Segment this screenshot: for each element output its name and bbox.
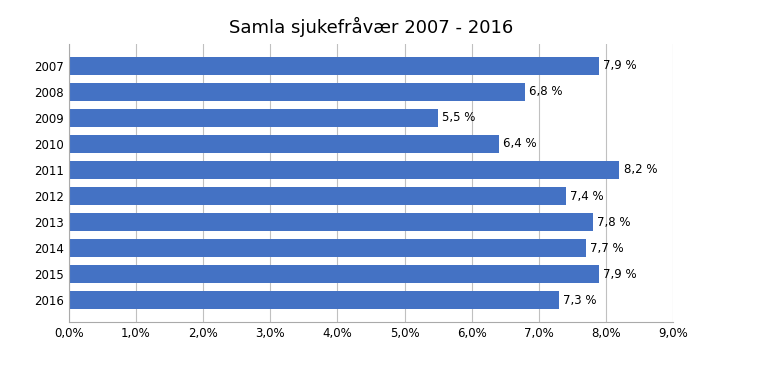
- Text: 7,3 %: 7,3 %: [563, 294, 597, 307]
- Bar: [69, 57, 599, 75]
- Text: 8,2 %: 8,2 %: [623, 164, 657, 176]
- Bar: [69, 239, 586, 257]
- Bar: [69, 135, 499, 153]
- Text: 7,4 %: 7,4 %: [570, 190, 604, 202]
- Text: 7,7 %: 7,7 %: [590, 242, 623, 254]
- Text: 6,8 %: 6,8 %: [529, 85, 563, 98]
- Bar: [69, 213, 593, 231]
- Bar: [69, 161, 620, 179]
- Bar: [69, 291, 559, 309]
- Text: 7,8 %: 7,8 %: [597, 216, 630, 228]
- Text: 5,5 %: 5,5 %: [442, 112, 476, 124]
- Text: 6,4 %: 6,4 %: [503, 138, 536, 150]
- Bar: [69, 187, 566, 205]
- Bar: [69, 83, 526, 101]
- Text: 7,9 %: 7,9 %: [604, 59, 637, 72]
- Bar: [69, 109, 438, 127]
- Bar: [69, 265, 599, 283]
- Text: 7,9 %: 7,9 %: [604, 268, 637, 281]
- Title: Samla sjukefråvær 2007 - 2016: Samla sjukefråvær 2007 - 2016: [229, 17, 513, 37]
